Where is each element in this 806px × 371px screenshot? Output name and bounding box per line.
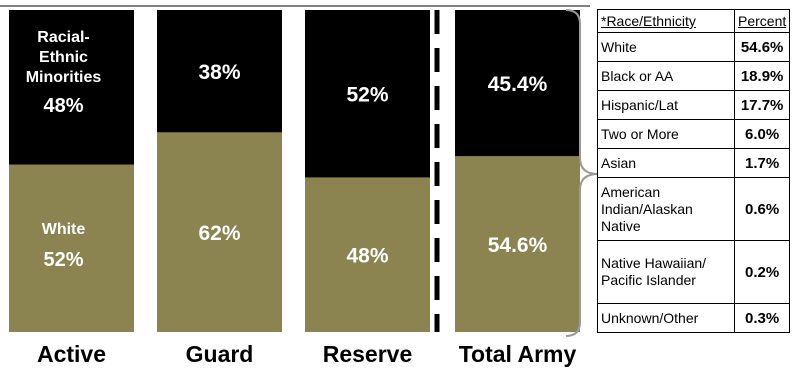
label-white-line: White [42,221,86,238]
label-white-pct: 62% [198,222,240,245]
category-label: Total Army [459,341,577,367]
label-minority-pct: 38% [198,61,240,84]
bar-minority-3 [455,10,580,157]
ethnicity-table: *Race/Ethnicity Percent White 54.6% Blac… [597,9,791,333]
category-label: Active [37,341,106,367]
table-row-pct: 18.9% [733,61,791,91]
label-white-pct: 54.6% [488,234,548,257]
label-white-pct: 52% [43,249,83,271]
bar-white-1 [157,132,282,332]
table-row: American Indian/Alaskan Native 0.6% [597,177,791,241]
table-row-pct: 17.7% [733,90,791,120]
table-row-pct: 0.3% [733,303,791,333]
table-row: Black or AA 18.9% [597,61,791,91]
label-minority-line: Ethnic [39,49,88,66]
category-label: Guard [186,341,254,367]
table-row-name: Native Hawaiian/ Pacific Islander [597,240,735,304]
table-row-name: Unknown/Other [597,303,735,333]
label-white-pct: 48% [346,245,388,268]
label-minority-pct: 48% [43,95,83,117]
bar-white-0 [9,164,134,332]
bar-minority-2 [305,10,430,178]
category-label: Reserve [323,341,413,367]
label-minority-line: Minorities [26,69,102,86]
label-minority-pct: 45.4% [488,73,548,96]
table-row-pct: 6.0% [733,119,791,149]
table-header-pct: Percent [733,9,791,33]
table-row: Native Hawaiian/ Pacific Islander 0.2% [597,240,791,304]
bar-minority-1 [157,10,282,133]
table-row: Unknown/Other 0.3% [597,303,791,333]
table-header-name: *Race/Ethnicity [597,9,735,33]
table-row-pct: 54.6% [733,32,791,62]
table-row: White 54.6% [597,32,791,62]
table-row-pct: 0.6% [733,177,791,241]
bar-white-3 [455,156,580,332]
table-row-pct: 1.7% [733,148,791,178]
table-row-name: Asian [597,148,735,178]
table-row-name: Hispanic/Lat [597,90,735,120]
table-row: Hispanic/Lat 17.7% [597,90,791,120]
label-minority-line: Racial- [37,29,89,46]
table-row-name: Black or AA [597,61,735,91]
bar-white-2 [305,177,430,332]
table-row: Asian 1.7% [597,148,791,178]
table-row-name: Two or More [597,119,735,149]
label-minority-pct: 52% [346,84,388,107]
table-row-name: American Indian/Alaskan Native [597,177,735,241]
table-row-name: White [597,32,735,62]
bar-minority-0 [9,10,134,165]
table-row: Two or More 6.0% [597,119,791,149]
table-row-pct: 0.2% [733,240,791,304]
